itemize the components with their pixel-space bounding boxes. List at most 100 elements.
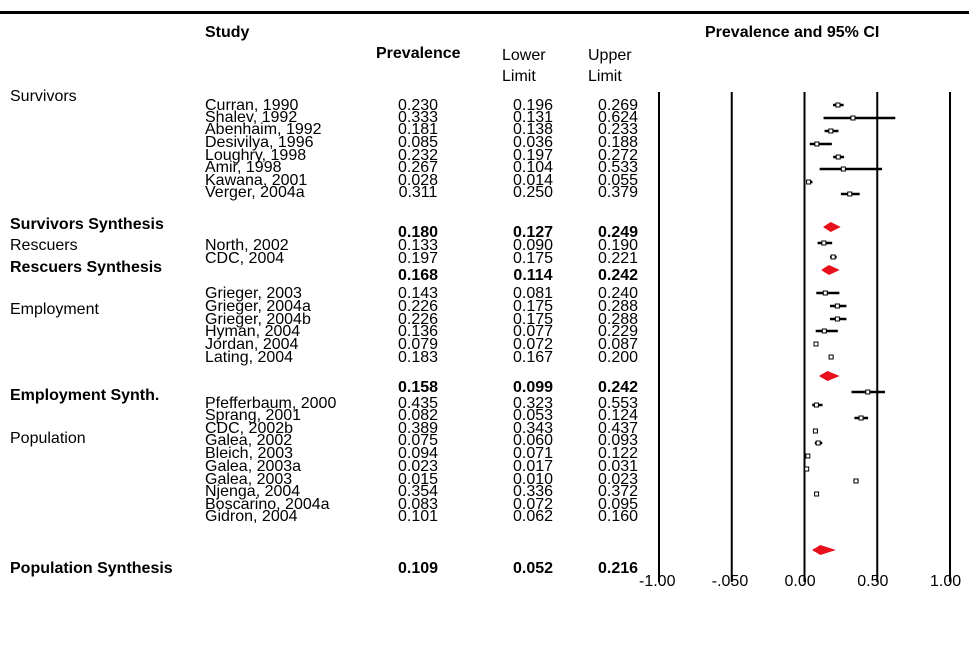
study-upper: 0.240 — [597, 285, 639, 302]
study-upper: 0.124 — [597, 407, 639, 424]
study-lower: 0.336 — [512, 483, 554, 500]
study-lower: 0.077 — [512, 323, 554, 340]
point-estimate — [815, 440, 821, 446]
point-estimate — [835, 154, 841, 160]
study-prevalence: 0.333 — [397, 109, 439, 126]
lower-limit-header: Lower Limit — [502, 45, 546, 87]
study-upper: 0.288 — [597, 298, 639, 315]
point-estimate — [850, 115, 856, 121]
study-prevalence: 0.183 — [397, 349, 439, 366]
point-estimate — [835, 102, 841, 108]
study-name: Galea, 2002 — [205, 432, 293, 449]
point-estimate — [805, 453, 811, 459]
study-prevalence: 0.075 — [397, 432, 439, 449]
study-name: Lating, 2004 — [205, 349, 294, 366]
study-upper: 0.553 — [597, 395, 639, 412]
point-estimate — [847, 191, 853, 197]
study-prevalence: 0.023 — [397, 458, 439, 475]
group-label-survivors: Survivors — [10, 88, 77, 105]
synthesis-prevalence: 0.168 — [397, 267, 439, 284]
study-upper: 0.093 — [597, 432, 639, 449]
study-prevalence: 0.389 — [397, 420, 439, 437]
upper-header-line1: Upper — [588, 47, 632, 64]
lower-header-line2: Limit — [502, 68, 536, 85]
point-estimate — [865, 389, 871, 395]
study-prevalence: 0.082 — [397, 407, 439, 424]
study-upper: 0.233 — [597, 121, 639, 138]
point-estimate — [821, 240, 827, 246]
point-estimate — [822, 290, 828, 296]
ci-header: Prevalence and 95% CI — [705, 24, 880, 41]
study-name: Shalev, 1992 — [205, 109, 298, 126]
point-estimate — [858, 415, 864, 421]
study-name: Galea, 2003a — [205, 458, 302, 475]
point-estimate — [853, 478, 859, 484]
study-upper: 0.379 — [597, 184, 639, 201]
study-name: Boscarino, 2004a — [205, 496, 330, 513]
study-lower: 0.250 — [512, 184, 554, 201]
study-name: Pfefferbaum, 2000 — [205, 395, 337, 412]
study-lower: 0.071 — [512, 445, 554, 462]
study-name: Curran, 1990 — [205, 97, 299, 114]
study-upper: 0.437 — [597, 420, 639, 437]
study-prevalence: 0.311 — [398, 184, 438, 201]
group-label-population: Population — [10, 430, 86, 447]
study-upper: 0.188 — [597, 134, 639, 151]
point-estimate — [806, 179, 812, 185]
synthesis-lower: 0.127 — [512, 224, 554, 241]
study-name: Grieger, 2004a — [205, 298, 311, 315]
study-upper: 0.200 — [597, 349, 639, 366]
study-prevalence: 0.232 — [397, 147, 439, 164]
study-prevalence: 0.435 — [397, 395, 439, 412]
study-name: Kawana, 2001 — [205, 172, 308, 189]
study-name: Grieger, 2004b — [205, 311, 311, 328]
study-lower: 0.323 — [512, 395, 554, 412]
study-prevalence: 0.094 — [397, 445, 439, 462]
study-prevalence: 0.354 — [397, 483, 439, 500]
study-prevalence: 0.133 — [397, 237, 439, 254]
study-upper: 0.055 — [597, 172, 639, 189]
synthesis-label-employment: Employment Synth. — [10, 387, 160, 404]
study-upper: 0.372 — [597, 483, 639, 500]
study-prevalence: 0.197 — [397, 250, 439, 267]
study-prevalence: 0.226 — [397, 311, 439, 328]
point-estimate — [828, 354, 834, 360]
study-lower: 0.167 — [512, 349, 554, 366]
study-upper: 0.624 — [597, 109, 639, 126]
study-lower: 0.104 — [512, 159, 554, 176]
synthesis-diamond — [821, 265, 840, 275]
synthesis-upper: 0.249 — [597, 224, 639, 241]
x-tick-label: 0.50 — [857, 573, 889, 590]
study-upper: 0.095 — [597, 496, 639, 513]
point-estimate — [813, 341, 819, 347]
synthesis-lower: 0.114 — [513, 267, 553, 284]
point-estimate — [814, 141, 820, 147]
study-upper: 0.122 — [597, 445, 639, 462]
synthesis-prevalence: 0.180 — [397, 224, 439, 241]
study-lower: 0.072 — [512, 336, 554, 353]
study-header: Study — [205, 24, 250, 41]
synthesis-diamond — [812, 545, 836, 555]
study-name: Gidron, 2004 — [205, 508, 298, 525]
prevalence-header: Prevalence — [376, 45, 461, 62]
study-prevalence: 0.136 — [397, 323, 439, 340]
upper-header-line2: Limit — [588, 68, 622, 85]
point-estimate — [828, 128, 834, 134]
synthesis-upper: 0.216 — [597, 560, 639, 577]
study-lower: 0.197 — [512, 147, 554, 164]
study-upper: 0.031 — [597, 458, 639, 475]
study-prevalence: 0.028 — [397, 172, 439, 189]
lower-header-line1: Lower — [502, 47, 546, 64]
synthesis-label-rescuers: Rescuers Synthesis — [10, 259, 163, 276]
study-lower: 0.175 — [512, 311, 554, 328]
study-name: Bleich, 2003 — [205, 445, 294, 462]
top-rule — [0, 11, 969, 14]
group-label-employment: Employment — [10, 301, 99, 318]
upper-limit-header: Upper Limit — [588, 45, 632, 87]
study-lower: 0.014 — [512, 172, 554, 189]
point-estimate — [804, 466, 810, 472]
study-prevalence: 0.181 — [397, 121, 439, 138]
x-tick-label: 1.00 — [930, 573, 962, 590]
study-lower: 0.053 — [512, 407, 554, 424]
